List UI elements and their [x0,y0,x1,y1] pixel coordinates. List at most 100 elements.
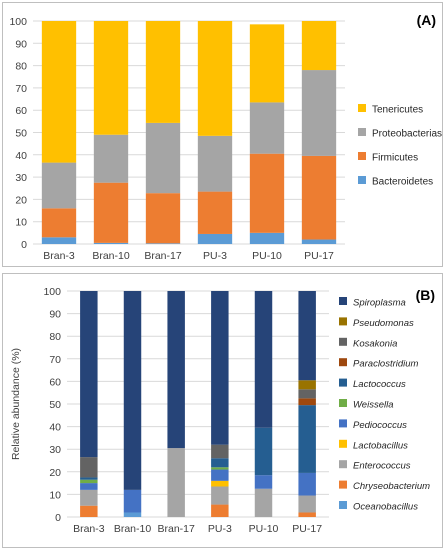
legend-swatch-pediococcus [339,419,347,428]
bar-segment-firmicutes-pu-17 [301,155,337,240]
legend-swatch-chryseobacterium [339,480,347,489]
bar-segment-kosakonia-pu-3 [211,444,229,459]
y-axis-title: Relative abundance (%) [10,348,22,460]
y-tick-label: 90 [49,309,61,321]
legend-swatch-tenericutes [358,104,366,112]
bar-segment-paraclostridium-pu-17 [298,398,316,406]
y-tick-label: 50 [49,399,61,411]
legend-label-paraclostridium: Paraclostridium [353,359,419,370]
bar-segment-tenericutes-pu-10 [249,24,285,103]
bar-segment-enterococcus-bran-17 [167,448,185,517]
bar-segment-proteobacterias-bran-3 [41,162,77,209]
bar-segment-bacteroidetes-bran-17 [145,243,181,244]
y-tick-label: 80 [49,331,61,343]
x-tick-label: Bran-10 [92,250,130,262]
legend-swatch-bacteroidetes [358,176,366,184]
legend-label-proteobacterias: Proteobacterias [372,129,442,140]
bar-segment-firmicutes-bran-17 [145,193,181,244]
legend-label-chryseobacterium: Chryseobacterium [353,481,430,492]
bar-segment-pediococcus-pu-10 [254,475,273,489]
legend-label-lactococcus: Lactococcus [353,379,406,390]
y-tick-label: 60 [49,376,61,388]
y-tick-label: 40 [49,422,61,434]
bar-segment-firmicutes-bran-3 [41,208,77,238]
legend-label-pseudomonas: Pseudomonas [353,318,414,329]
bar-segment-enterococcus-pu-10 [254,488,273,517]
bar-segment-proteobacterias-pu-3 [197,135,233,192]
bar-segment-pediococcus-bran-3 [80,483,98,490]
legend-label-spiroplasma: Spiroplasma [353,298,406,309]
bar-segment-spiroplasma-pu-10 [254,291,273,428]
y-tick-label: 40 [15,150,27,162]
bar-segment-proteobacterias-bran-17 [145,122,181,194]
legend-label-weissella: Weissella [353,400,393,411]
legend-swatch-lactococcus [339,378,347,387]
genus-stacked-bar-chart: 0 10 20 30 40 50 60 70 80 90 100 Bran-3 Bran-10 Bran-… [10,286,435,535]
bar-segment-bacteroidetes-pu-3 [197,233,233,244]
y-tick-label: 60 [15,105,27,117]
x-tick-label: PU-17 [304,250,334,262]
legend-swatch-lactobacillus [339,439,347,448]
bar-segment-kosakonia-pu-17 [298,389,316,399]
bar-segment-pediococcus-bran-10 [123,489,142,513]
legend-swatch-paraclostridium [339,358,347,367]
bar-segment-enterococcus-pu-17 [298,495,316,513]
bar-segment-lactococcus-bran-3 [80,477,98,480]
y-tick-label: 70 [49,354,61,366]
bar-segment-enterococcus-pu-3 [211,486,229,505]
bar-segment-tenericutes-pu-3 [197,21,233,136]
bar-segment-bacteroidetes-bran-10 [93,242,129,244]
bar-segment-proteobacterias-bran-10 [93,134,129,183]
legend-swatch-firmicutes [358,152,366,160]
legend-label-kosakonia: Kosakonia [353,338,397,349]
bar-segment-firmicutes-pu-10 [249,153,285,233]
bar-segment-lactococcus-pu-3 [211,458,229,468]
legend-label-bacteroidetes: Bacteroidetes [372,177,433,188]
x-tick-label: Bran-3 [43,250,75,262]
bar-segment-firmicutes-pu-3 [197,191,233,234]
y-tick-label: 70 [15,83,27,95]
bar-segment-tenericutes-bran-17 [145,21,181,123]
legend-label-pediococcus: Pediococcus [353,420,407,431]
bar-segment-lactobacillus-pu-3 [211,480,229,487]
bar-segment-chryseobacterium-pu-3 [211,504,229,517]
y-tick-label: 90 [15,38,27,50]
bar-segment-spiroplasma-pu-3 [211,291,229,445]
bar-segment-weissella-pu-3 [211,467,229,470]
legend-swatch-weissella [339,399,347,407]
y-tick-label: 20 [15,194,27,206]
bar-segment-spiroplasma-bran-17 [167,291,185,449]
legend-label-lactobacillus: Lactobacillus [353,440,408,451]
chart-panel-a: 0 10 20 30 40 50 60 70 80 90 100 Bran-3 Bran-10 Bran-… [2,2,443,267]
bar-segment-kosakonia-bran-3 [80,457,98,478]
legend-label-enterococcus: Enterococcus [353,461,411,472]
legend-label-oceanobacillus: Oceanobacillus [353,502,418,513]
legend-swatch-proteobacterias [358,128,366,136]
panel-label: (A) [417,12,436,28]
bar-segment-pseudomonas-pu-17 [298,380,316,390]
bar-segment-tenericutes-bran-10 [93,21,129,135]
bar-segment-lactococcus-pu-10 [254,427,273,476]
y-tick-label: 0 [21,239,27,251]
bar-segment-bacteroidetes-bran-3 [41,237,77,244]
bar-segment-spiroplasma-bran-3 [80,291,98,458]
legend-swatch-enterococcus [339,460,347,469]
bar-segment-chryseobacterium-bran-3 [80,505,98,517]
bar-segment-lactococcus-pu-17 [298,405,316,473]
bar-segment-weissella-bran-3 [80,479,98,484]
bar-segment-bacteroidetes-pu-17 [301,239,337,244]
bar-segment-proteobacterias-pu-17 [301,70,337,156]
y-tick-label: 80 [15,61,27,73]
bar-segment-spiroplasma-pu-17 [298,291,316,381]
y-tick-label: 50 [15,128,27,140]
bar-segment-enterococcus-bran-3 [80,489,98,506]
bar-segment-pediococcus-pu-3 [211,469,229,481]
y-tick-label: 0 [55,512,61,524]
y-tick-label: 10 [49,489,61,501]
y-tick-label: 100 [9,16,27,28]
y-tick-label: 100 [43,286,61,298]
y-tick-label: 30 [49,444,61,456]
legend-swatch-pseudomonas [339,317,347,326]
legend-label-tenericutes: Tenericutes [372,105,423,116]
x-tick-label: PU-10 [249,523,279,535]
